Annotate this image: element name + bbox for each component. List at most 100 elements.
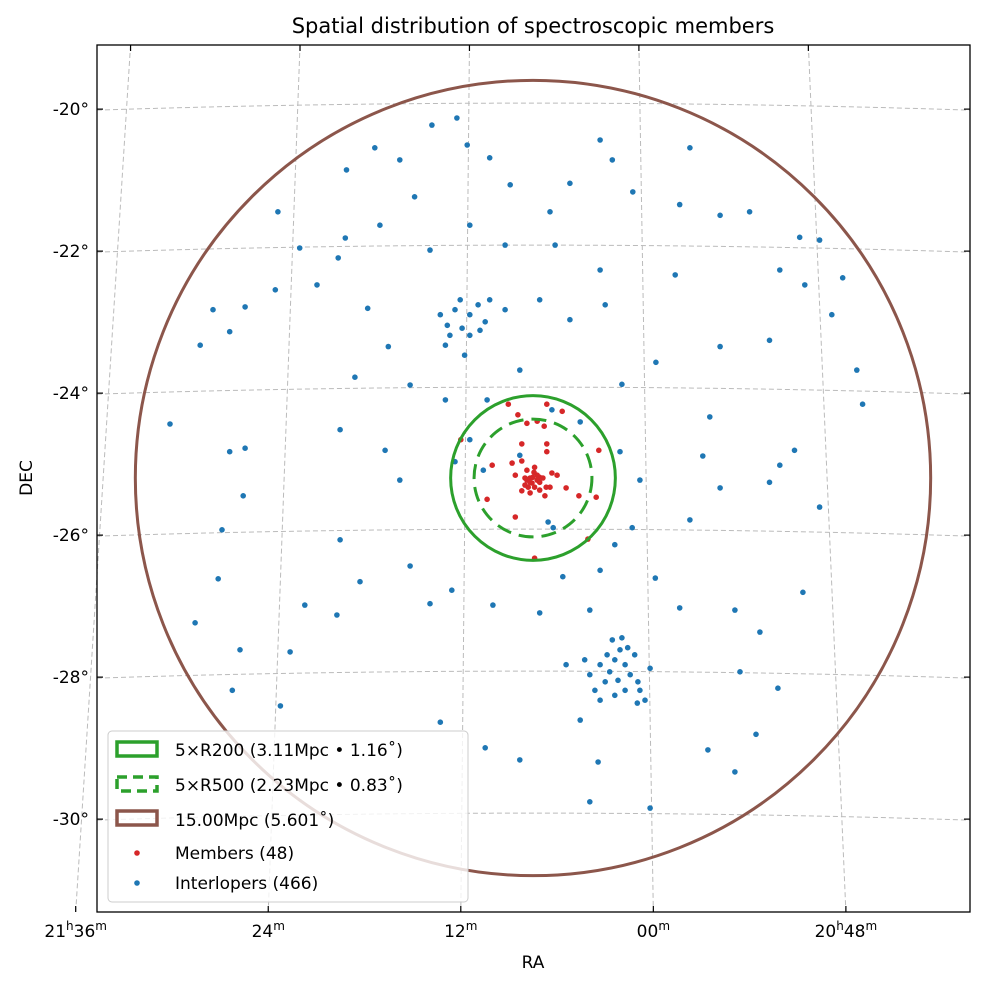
- member-point: [522, 475, 528, 481]
- tick-unit-superscript: m: [466, 919, 478, 933]
- member-point: [512, 514, 519, 520]
- member-point: [529, 474, 536, 481]
- interloper-point: [382, 447, 388, 454]
- y-tick-label: -30°: [53, 810, 89, 830]
- ra-grid-line: [75, 44, 132, 913]
- interloper-point: [437, 311, 444, 318]
- interloper-point: [597, 267, 603, 273]
- interloper-point: [766, 479, 773, 486]
- interloper-point: [642, 697, 648, 703]
- legend-label-members: Members (48): [175, 844, 294, 864]
- interloper-point: [647, 665, 653, 672]
- interloper-point: [229, 687, 236, 694]
- interloper-point: [630, 189, 636, 195]
- legend: 5×R200 (3.11Mpc • 1.16˚) 5×R500 (2.23Mpc…: [107, 730, 469, 903]
- interloper-point: [464, 142, 471, 148]
- member-point: [593, 494, 599, 501]
- interloper-point: [550, 524, 556, 531]
- interloper-point: [242, 304, 248, 310]
- interloper-point: [240, 493, 246, 499]
- interloper-point: [597, 661, 603, 668]
- interloper-point: [777, 267, 783, 273]
- chart-title: Spatial distribution of spectroscopic me…: [292, 14, 775, 38]
- r500-circle: [472, 417, 594, 539]
- interloper-point: [452, 306, 458, 313]
- member-point: [547, 484, 553, 491]
- member-point: [515, 412, 521, 418]
- interloper-point: [672, 272, 678, 278]
- interloper-point: [652, 575, 659, 581]
- tick-unit-superscript: m: [273, 919, 285, 933]
- interloper-point: [549, 407, 555, 413]
- tick-unit-superscript: m: [658, 919, 670, 933]
- interloper-point: [334, 612, 340, 618]
- interloper-point: [427, 247, 433, 253]
- interloper-point: [627, 671, 633, 678]
- interloper-point: [687, 517, 693, 523]
- interloper-point: [482, 319, 489, 325]
- interloper-point: [275, 209, 281, 215]
- x-axis-label: RA: [522, 953, 545, 973]
- interloper-point: [617, 448, 623, 455]
- x-tick-label: 12m: [444, 919, 477, 942]
- member-point: [576, 493, 582, 499]
- legend-label-r500: 5×R500 (2.23Mpc • 0.83˚): [175, 775, 403, 796]
- interloper-point: [219, 527, 225, 533]
- interloper-point: [397, 477, 403, 483]
- interloper-point: [577, 717, 583, 723]
- interloper-point: [775, 685, 781, 691]
- interloper-point: [587, 671, 593, 678]
- interloper-point: [442, 397, 449, 403]
- member-point: [596, 447, 602, 454]
- interloper-point: [634, 700, 641, 706]
- interloper-point: [631, 652, 638, 658]
- interloper-point: [517, 452, 523, 459]
- interloper-point: [604, 652, 610, 658]
- interloper-point: [429, 122, 435, 128]
- y-tick-label: -24°: [53, 384, 89, 404]
- interloper-point: [746, 209, 753, 215]
- interloper-point: [475, 302, 481, 308]
- member-point: [519, 488, 525, 494]
- tick-value: 00: [637, 922, 659, 942]
- interloper-point: [385, 343, 392, 350]
- member-point: [519, 441, 525, 447]
- interloper-point: [766, 337, 773, 344]
- interloper-point: [629, 524, 635, 531]
- interloper-point: [829, 311, 835, 318]
- member-point: [527, 490, 533, 496]
- interloper-point: [676, 605, 683, 611]
- member-point: [531, 484, 538, 491]
- interloper-point: [705, 747, 711, 753]
- interloper-point: [597, 697, 603, 703]
- interloper-point: [287, 649, 293, 655]
- interloper-point: [467, 332, 473, 339]
- interloper-point: [676, 201, 683, 208]
- tick-unit-superscript: m: [95, 919, 107, 933]
- interloper-point: [567, 316, 573, 323]
- interloper-point: [467, 222, 473, 228]
- interloper-point: [700, 453, 706, 459]
- interloper-point: [480, 467, 487, 474]
- interloper-point: [800, 589, 806, 596]
- interloper-point: [242, 445, 248, 452]
- interloper-point: [602, 302, 608, 308]
- interloper-point: [335, 255, 342, 261]
- ra-grid-line: [807, 44, 847, 913]
- interloper-point: [777, 462, 783, 469]
- member-point: [524, 420, 530, 427]
- interloper-point: [707, 414, 713, 420]
- interloper-point: [296, 245, 303, 251]
- y-tick-label: -26°: [53, 526, 89, 546]
- interloper-point: [635, 679, 641, 685]
- interloper-point: [717, 343, 723, 350]
- interloper-point: [717, 212, 723, 219]
- y-tick-label: -22°: [53, 242, 89, 262]
- legend-swatch-15mpc: [115, 809, 159, 827]
- interloper-point: [609, 637, 616, 643]
- member-point: [559, 408, 565, 415]
- interloper-point: [437, 719, 444, 725]
- interloper-point: [352, 374, 358, 381]
- interloper-point: [624, 644, 631, 651]
- interloper-point: [502, 306, 508, 313]
